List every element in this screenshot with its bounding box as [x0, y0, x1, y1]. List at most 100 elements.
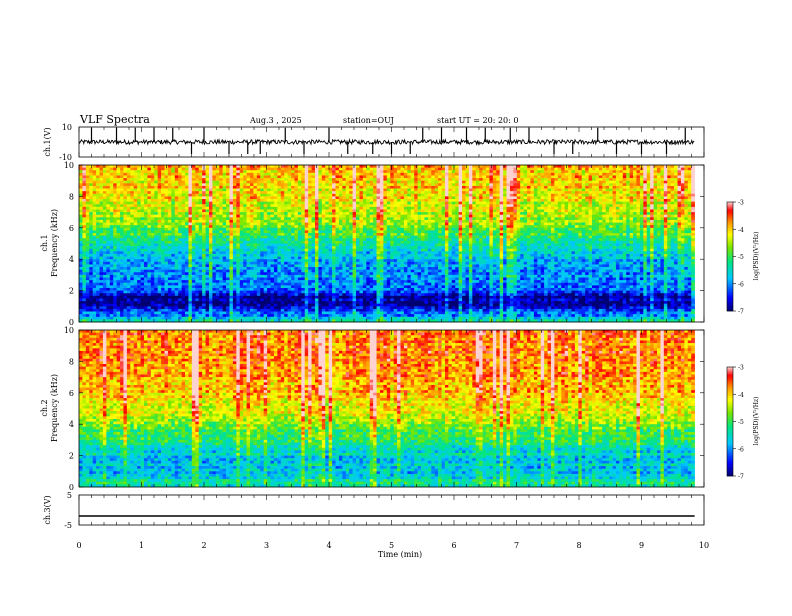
spectrogram-cell: [421, 183, 425, 186]
spectrogram-cell: [496, 228, 500, 231]
spectrogram-cell: [414, 202, 418, 205]
spectrogram-cell: [377, 209, 381, 212]
spectrogram-cell: [507, 178, 511, 181]
spectrogram-cell: [678, 228, 682, 231]
spectrogram-cell: [418, 189, 422, 192]
spectrogram-cell: [411, 230, 415, 233]
spectrogram-cell: [325, 202, 329, 205]
spectrogram-cell: [93, 220, 97, 223]
spectrogram-cell: [483, 217, 487, 220]
spectrogram-cell: [599, 204, 603, 207]
spectrogram-cell: [315, 175, 319, 178]
spectrogram-cell: [688, 165, 692, 168]
spectrogram-cell: [455, 233, 459, 236]
spectrogram-cell: [89, 233, 93, 236]
spectrogram-cell: [438, 186, 442, 189]
spectrogram-cell: [524, 181, 528, 184]
spectrogram-cell: [161, 223, 165, 226]
spectrogram-cell: [647, 181, 651, 184]
spectrogram-cell: [264, 168, 268, 171]
spectrogram-cell: [578, 215, 582, 218]
spectrogram-cell: [493, 194, 497, 197]
spectrogram-cell: [428, 204, 432, 207]
spectrogram-cell: [619, 168, 623, 171]
spectrogram-cell: [606, 207, 610, 210]
spectrogram-cell: [438, 168, 442, 171]
spectrogram-cell: [383, 196, 387, 199]
spectrogram-cell: [459, 223, 463, 226]
spectrogram-cell: [144, 236, 148, 239]
spectrogram-cell: [377, 168, 381, 171]
spectrogram-cell: [281, 194, 285, 197]
spectrogram-cell: [168, 181, 172, 184]
spectrogram-cell: [165, 194, 169, 197]
spectrogram-cell: [530, 204, 534, 207]
spectrogram-cell: [517, 233, 521, 236]
spectrogram-cell: [277, 212, 281, 215]
spectrogram-cell: [226, 183, 230, 186]
spectrogram-cell: [209, 202, 213, 205]
spectrogram-cell: [400, 170, 404, 173]
spectrogram-cell: [452, 183, 456, 186]
spectrogram-cell: [342, 165, 346, 168]
spectrogram-cell: [633, 183, 637, 186]
spectrogram-cell: [264, 165, 268, 168]
spectrogram-cell: [462, 233, 466, 236]
spectrogram-cell: [301, 189, 305, 192]
spectrogram-cell: [541, 194, 545, 197]
spectrogram-cell: [380, 196, 384, 199]
spectrogram-cell: [127, 173, 131, 176]
spectrogram-cell: [503, 168, 507, 171]
spectrogram-cell: [277, 225, 281, 228]
spectrogram-cell: [572, 228, 576, 231]
spectrogram-cell: [236, 189, 240, 192]
spectrogram-cell: [312, 209, 316, 212]
spectrogram-cell: [510, 196, 514, 199]
spectrogram-cell: [568, 225, 572, 228]
spectrogram-cell: [195, 196, 199, 199]
spectrogram-cell: [308, 194, 312, 197]
spectrogram-cell: [291, 196, 295, 199]
spectrogram-cell: [476, 202, 480, 205]
spectrogram-cell: [660, 225, 664, 228]
spectrogram-cell: [681, 220, 685, 223]
spectrogram-cell: [582, 196, 586, 199]
spectrogram-cell: [438, 228, 442, 231]
spectrogram-cell: [630, 223, 634, 226]
spectrogram-cell: [377, 215, 381, 218]
spectrogram-cell: [595, 181, 599, 184]
spectrogram-cell: [469, 233, 473, 236]
spectrogram-cell: [397, 178, 401, 181]
spectrogram-cell: [291, 189, 295, 192]
spectrogram-cell: [561, 173, 565, 176]
spectrogram-cell: [510, 204, 514, 207]
spectrogram-cell: [664, 189, 668, 192]
spectrogram-cell: [462, 178, 466, 181]
spectrogram-cell: [339, 194, 343, 197]
spectrogram-cell: [568, 173, 572, 176]
spectrogram-cell: [671, 209, 675, 212]
spectrogram-cell: [206, 183, 210, 186]
spectrogram-cell: [691, 233, 695, 236]
spectrogram-cell: [236, 186, 240, 189]
spectrogram-cell: [469, 189, 473, 192]
spectrogram-cell: [212, 181, 216, 184]
spectrogram-cell: [315, 183, 319, 186]
spectrogram-cell: [260, 168, 264, 171]
spectrogram-cell: [678, 223, 682, 226]
spectrogram-cell: [168, 223, 172, 226]
spectrogram-cell: [650, 233, 654, 236]
spectrogram-cell: [510, 215, 514, 218]
spectrogram-cell: [394, 236, 398, 239]
spectrogram-cell: [182, 230, 186, 233]
spectrogram-cell: [667, 173, 671, 176]
spectrogram-cell: [301, 209, 305, 212]
spectrogram-cell: [305, 236, 309, 239]
spectrogram-cell: [595, 220, 599, 223]
spectrogram-cell: [219, 212, 223, 215]
spectrogram-cell: [274, 191, 278, 194]
spectrogram-cell: [472, 199, 476, 202]
spectrogram-cell: [154, 236, 158, 239]
spectrogram-cell: [151, 204, 155, 207]
spectrogram-cell: [212, 183, 216, 186]
